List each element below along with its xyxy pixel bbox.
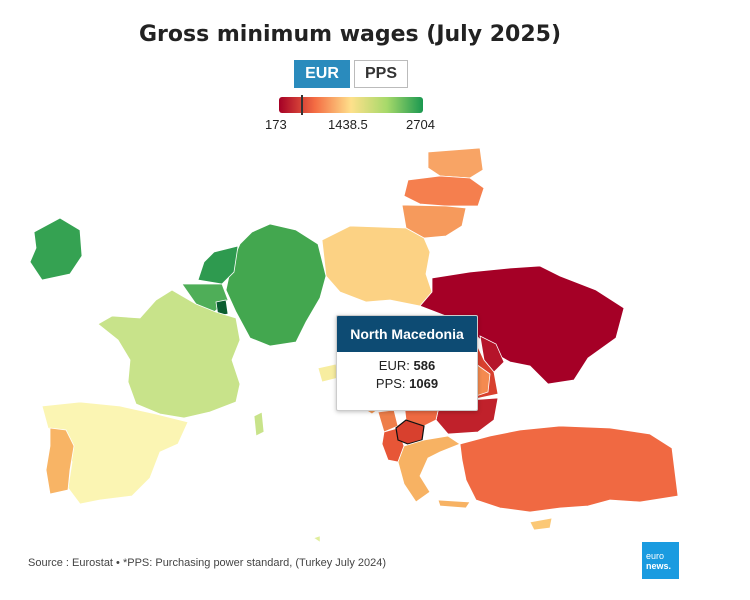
country-ireland[interactable] bbox=[29, 217, 83, 281]
legend-max-label: 2704 bbox=[406, 117, 435, 132]
euronews-logo: euro news. bbox=[642, 542, 679, 579]
country-greece[interactable] bbox=[397, 435, 471, 509]
tooltip-eur-row: EUR: 586 bbox=[337, 358, 477, 373]
country-poland[interactable] bbox=[321, 225, 433, 307]
legend-marker bbox=[301, 95, 304, 115]
pps-button[interactable]: PPS bbox=[354, 60, 408, 88]
currency-toggle: EUR PPS bbox=[294, 60, 408, 88]
legend-mid-label: 1438.5 bbox=[328, 117, 368, 132]
tooltip-pps-row: PPS: 1069 bbox=[337, 376, 477, 391]
tooltip-country-name: North Macedonia bbox=[337, 316, 477, 352]
country-latvia[interactable] bbox=[403, 175, 485, 207]
country-north-macedonia[interactable] bbox=[395, 419, 425, 445]
tooltip-pps-value: 1069 bbox=[409, 376, 439, 391]
page-title: Gross minimum wages (July 2025) bbox=[138, 22, 562, 47]
country-luxembourg[interactable] bbox=[215, 299, 229, 317]
legend-min-label: 173 bbox=[265, 117, 287, 132]
country-estonia[interactable] bbox=[427, 147, 484, 179]
eur-button[interactable]: EUR bbox=[294, 60, 350, 88]
tooltip-eur-value: 586 bbox=[413, 358, 436, 373]
country-tooltip: North Macedonia EUR: 586 PPS: 1069 bbox=[336, 315, 478, 411]
logo-line-2: news. bbox=[646, 560, 672, 571]
country-moldova[interactable] bbox=[479, 335, 505, 373]
logo-line-1: euro bbox=[646, 550, 665, 561]
country-germany[interactable] bbox=[225, 223, 327, 347]
color-legend-bar bbox=[279, 97, 423, 113]
tooltip-pps-label: PPS: bbox=[375, 376, 406, 391]
country-malta[interactable] bbox=[313, 535, 321, 543]
country-france[interactable] bbox=[97, 289, 241, 419]
tooltip-eur-label: EUR: bbox=[378, 358, 410, 373]
country-cyprus[interactable] bbox=[529, 517, 553, 531]
country-slovenia[interactable] bbox=[317, 363, 339, 383]
country-portugal[interactable] bbox=[45, 427, 75, 495]
source-footer: Source : Eurostat • *PPS: Purchasing pow… bbox=[28, 557, 387, 569]
country-turkey[interactable] bbox=[459, 425, 679, 513]
island-corsica[interactable] bbox=[253, 411, 265, 437]
